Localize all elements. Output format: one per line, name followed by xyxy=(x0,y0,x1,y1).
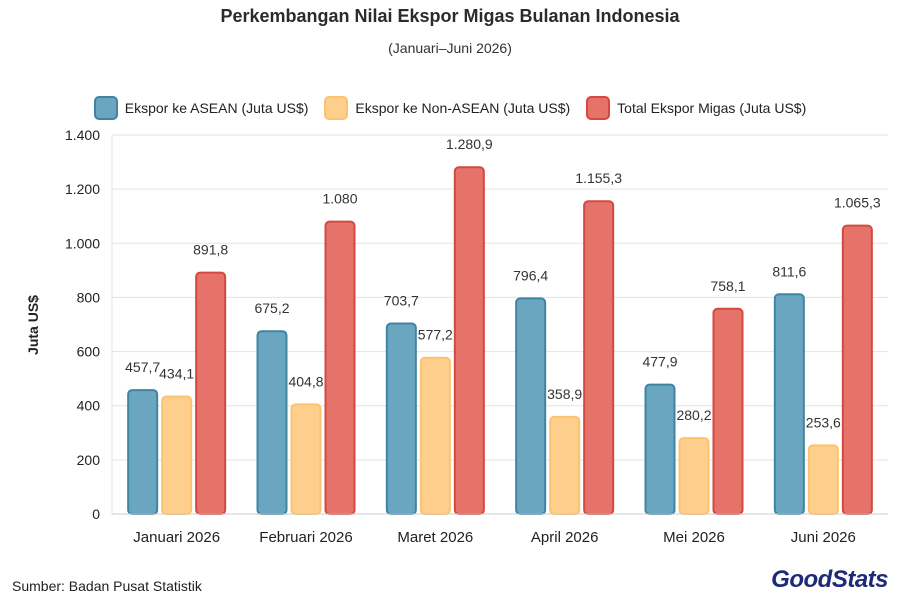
brand-logo: GoodStats xyxy=(771,566,888,594)
bar-2-5[interactable] xyxy=(841,224,873,516)
x-tick-label: Mei 2026 xyxy=(663,529,725,546)
legend-label-non-asean: Ekspor ke Non-ASEAN (Juta US$) xyxy=(355,100,571,116)
bar-1-1[interactable] xyxy=(290,403,322,515)
x-tick-label: Juni 2026 xyxy=(791,529,856,546)
bar-2-3[interactable] xyxy=(583,200,615,516)
source-note: Sumber: Badan Pusat Statistik xyxy=(12,578,202,594)
y-axis: 0 200 400 600 800 1.000 1.200 1.400 xyxy=(65,127,100,522)
data-label: 796,4 xyxy=(513,267,548,283)
chart-subtitle: (Januari–Juni 2026) xyxy=(388,40,512,56)
legend-item-non-asean[interactable]: Ekspor ke Non-ASEAN (Juta US$) xyxy=(324,96,570,120)
data-label: 758,1 xyxy=(710,278,745,294)
data-label: 1.065,3 xyxy=(834,195,881,211)
bar-2-4[interactable] xyxy=(712,307,744,516)
data-label: 577,2 xyxy=(418,327,453,343)
data-label: 811,6 xyxy=(772,263,806,279)
y-tick-label: 0 xyxy=(92,506,100,522)
data-label: 675,2 xyxy=(254,300,289,316)
legend-swatch-total xyxy=(586,96,611,120)
bars xyxy=(127,166,873,516)
data-label: 434,1 xyxy=(159,365,194,381)
y-tick-label: 1.400 xyxy=(65,127,100,143)
bar-2-1[interactable] xyxy=(324,220,356,515)
legend-item-total[interactable]: Total Ekspor Migas (Juta US$) xyxy=(586,96,806,120)
y-tick-label: 1.200 xyxy=(65,181,100,197)
bar-2-2[interactable] xyxy=(453,166,485,515)
bar-0-4[interactable] xyxy=(644,383,676,515)
x-tick-label: April 2026 xyxy=(531,529,599,546)
data-label: 703,7 xyxy=(384,292,419,308)
data-label: 358,9 xyxy=(547,386,582,402)
data-label: 404,8 xyxy=(288,373,323,389)
legend-swatch-non-asean xyxy=(324,96,349,120)
y-tick-label: 400 xyxy=(77,398,101,414)
y-tick-label: 1.000 xyxy=(65,235,100,251)
data-label: 891,8 xyxy=(193,242,228,258)
data-label: 1.155,3 xyxy=(575,170,622,186)
x-tick-label: Januari 2026 xyxy=(133,529,220,546)
legend-swatch-asean xyxy=(93,96,118,120)
bar-2-0[interactable] xyxy=(195,271,227,515)
legend: Ekspor ke ASEAN (Juta US$) Ekspor ke Non… xyxy=(0,96,900,120)
bar-1-0[interactable] xyxy=(161,395,193,516)
data-label: 253,6 xyxy=(806,414,841,430)
legend-label-asean: Ekspor ke ASEAN (Juta US$) xyxy=(124,100,309,116)
data-label: 280,2 xyxy=(676,407,711,423)
bar-0-2[interactable] xyxy=(385,322,417,515)
bar-1-2[interactable] xyxy=(419,356,451,515)
x-tick-label: Februari 2026 xyxy=(259,529,352,546)
chart-title: Perkembangan Nilai Ekspor Migas Bulanan … xyxy=(220,6,680,26)
gridlines xyxy=(111,134,888,515)
legend-label-total: Total Ekspor Migas (Juta US$) xyxy=(617,100,807,116)
data-label: 457,7 xyxy=(125,359,160,375)
data-label: 477,9 xyxy=(642,354,677,370)
y-tick-label: 800 xyxy=(77,289,101,305)
bar-1-3[interactable] xyxy=(549,415,581,515)
data-label: 1.080 xyxy=(322,191,357,207)
y-tick-label: 200 xyxy=(77,452,101,468)
x-tick-label: Maret 2026 xyxy=(397,529,473,546)
bar-0-3[interactable] xyxy=(515,297,547,515)
brand-logo-part2: Stats xyxy=(831,566,889,593)
bar-0-1[interactable] xyxy=(256,330,288,515)
bar-0-0[interactable] xyxy=(127,389,159,516)
bar-1-5[interactable] xyxy=(807,444,839,516)
bar-1-4[interactable] xyxy=(678,437,710,515)
y-axis-label: Juta US$ xyxy=(25,295,41,355)
y-tick-label: 600 xyxy=(77,344,101,360)
data-label: 1.280,9 xyxy=(446,136,493,152)
brand-logo-part1: Good xyxy=(771,566,832,593)
bar-0-5[interactable] xyxy=(773,293,805,516)
x-axis: Januari 2026 Februari 2026 Maret 2026 April… xyxy=(112,513,888,546)
legend-item-asean[interactable]: Ekspor ke ASEAN (Juta US$) xyxy=(93,96,309,120)
